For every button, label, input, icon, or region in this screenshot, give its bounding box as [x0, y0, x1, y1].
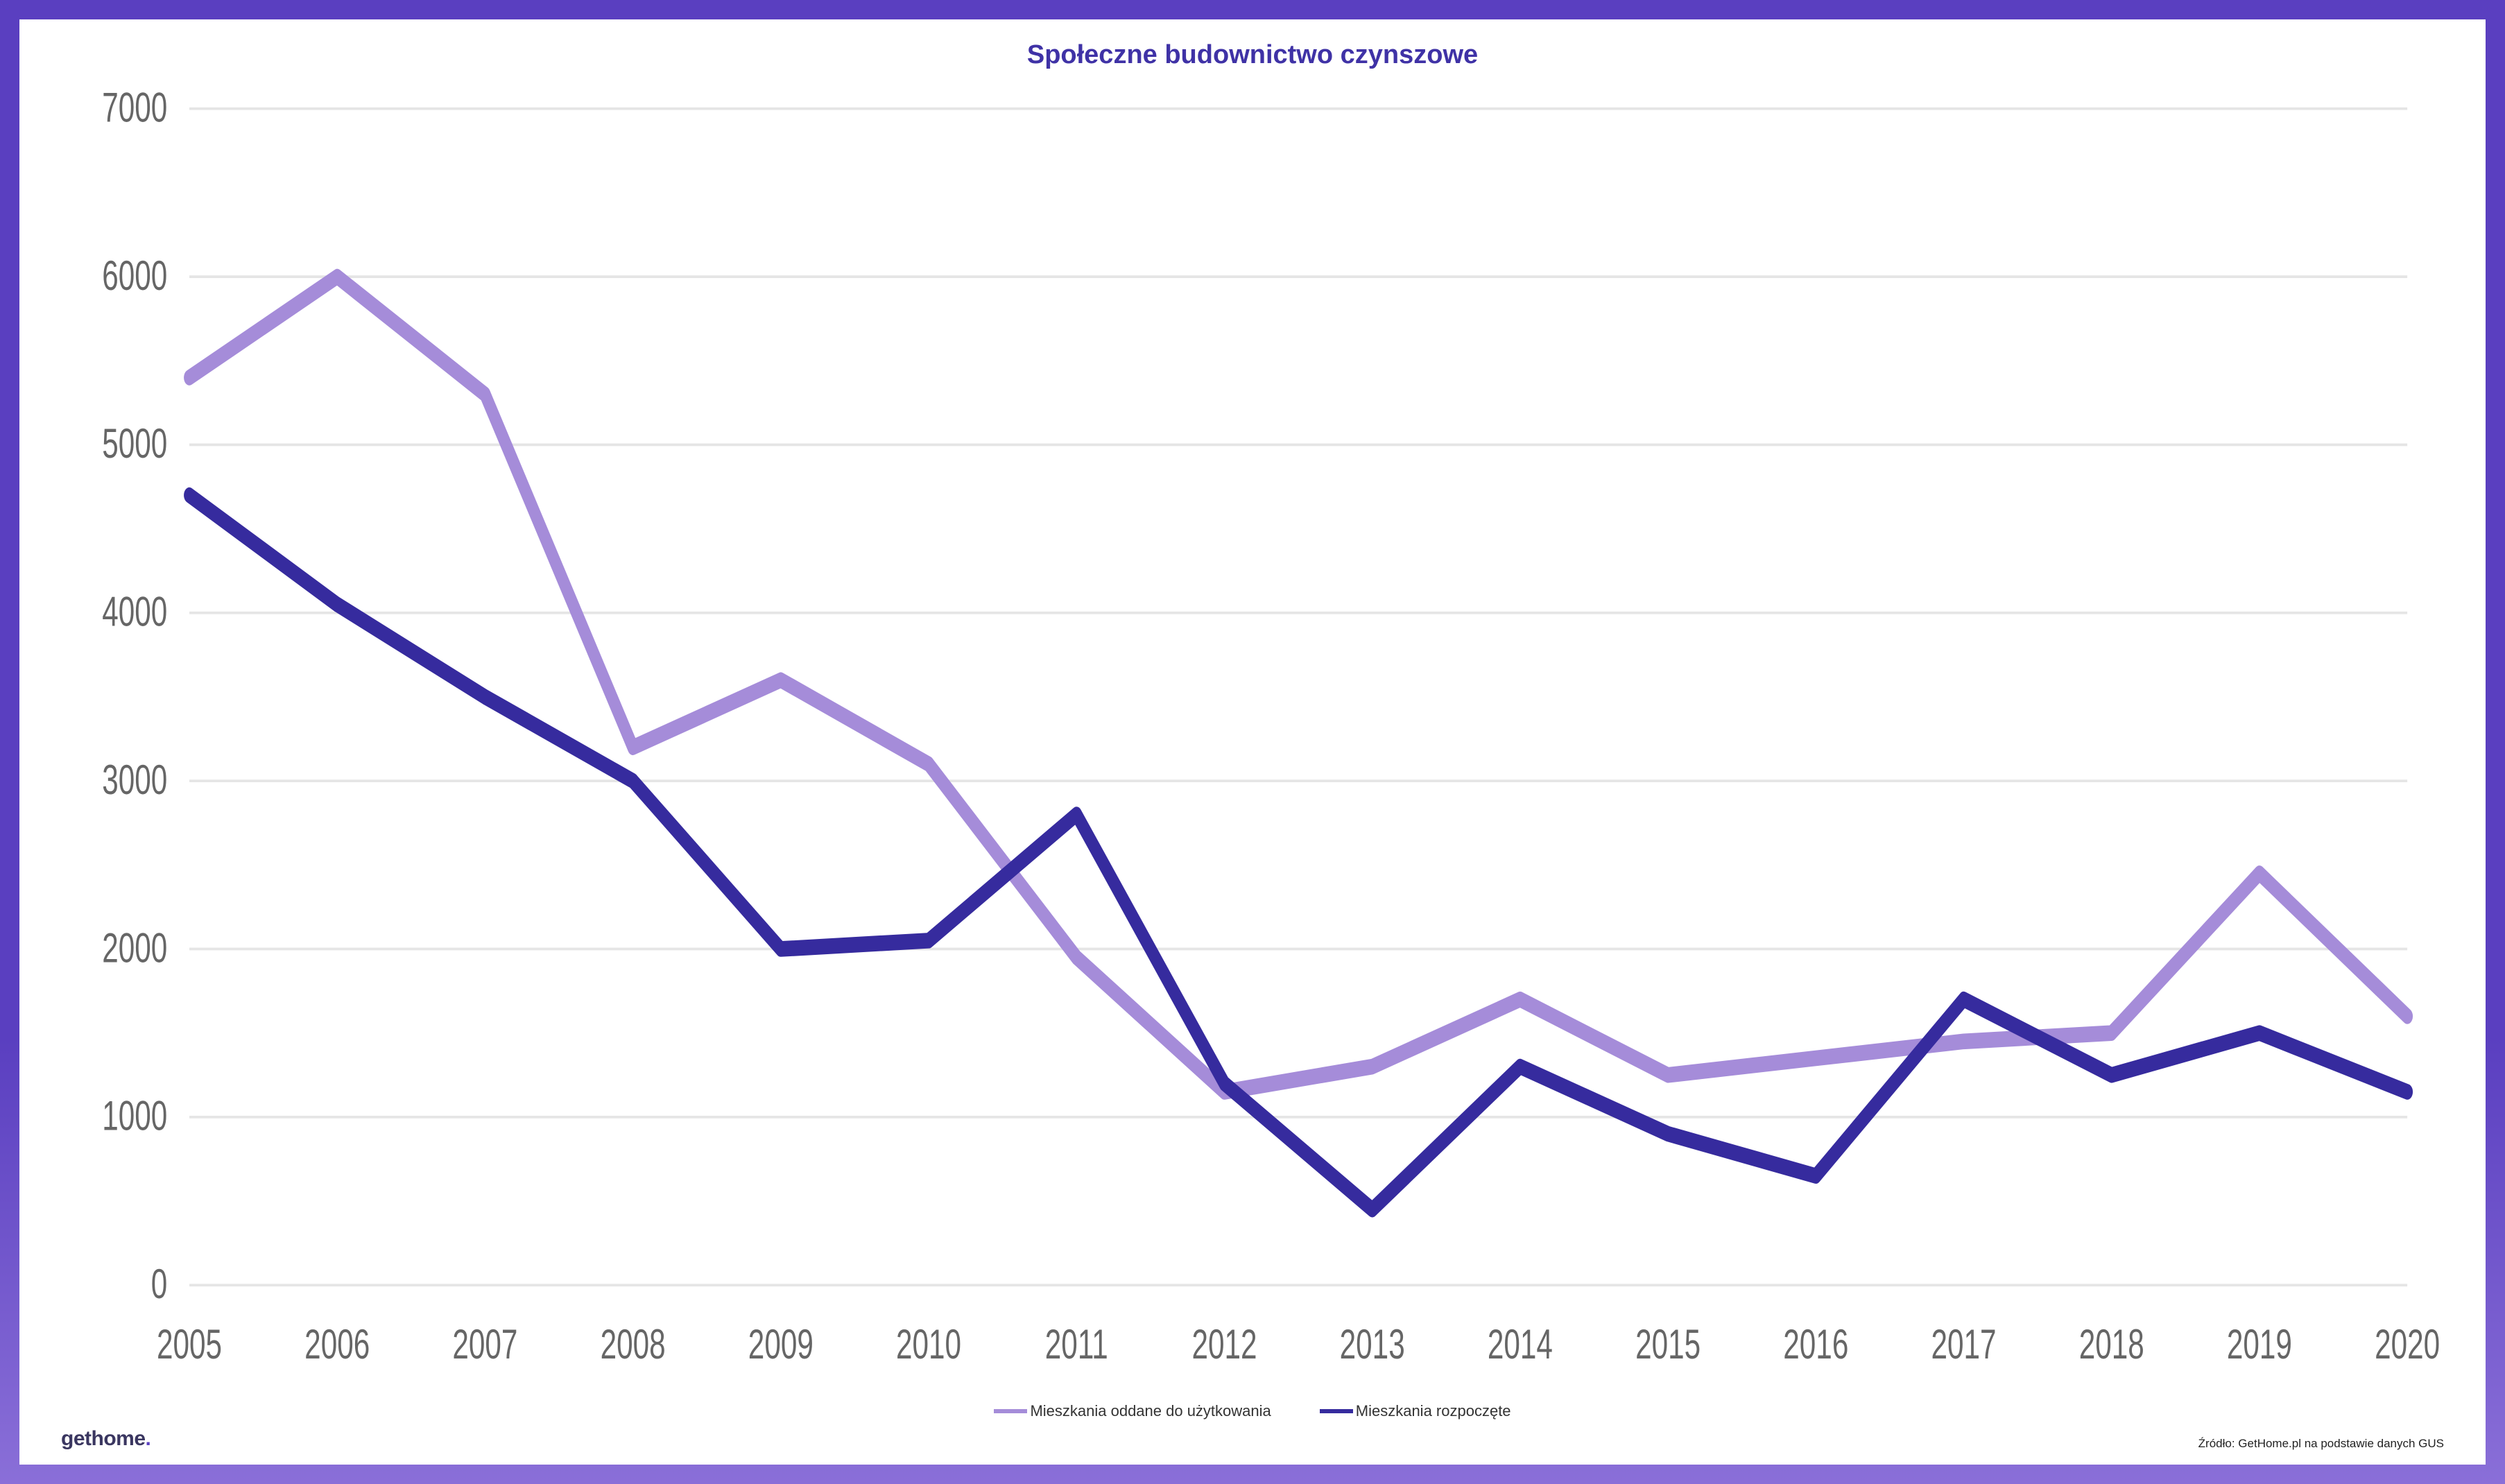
y-tick-label: 4000 [102, 589, 167, 635]
legend-label: Mieszkania oddane do użytkowania [1030, 1402, 1271, 1420]
line-chart-svg: 0 1000 2000 3000 4000 5000 6000 7000 2005 2006 20… [61, 83, 2444, 1390]
x-tick-label: 2005 [157, 1321, 222, 1367]
x-tick-label: 2009 [748, 1321, 814, 1367]
x-tick-label: 2020 [2375, 1321, 2440, 1367]
source-attribution: Źródło: GetHome.pl na podstawie danych G… [2198, 1437, 2444, 1451]
series-line-rozpoczete [189, 495, 2407, 1209]
legend-item-oddane: Mieszkania oddane do użytkowania [994, 1402, 1271, 1420]
chart-plot-area: 0 1000 2000 3000 4000 5000 6000 7000 2005 2006 20… [61, 83, 2444, 1390]
x-tick-label: 2006 [304, 1321, 370, 1367]
x-tick-label: 2015 [1635, 1321, 1701, 1367]
brand-logo-dot: . [146, 1427, 151, 1450]
x-tick-label: 2014 [1488, 1321, 1553, 1367]
brand-logo: gethome. [61, 1427, 150, 1451]
y-tick-label: 6000 [102, 253, 167, 300]
x-tick-label: 2007 [452, 1321, 517, 1367]
x-tick-label: 2012 [1191, 1321, 1257, 1367]
chart-legend: Mieszkania oddane do użytkowania Mieszkan… [61, 1402, 2444, 1420]
y-tick-label: 7000 [102, 85, 167, 131]
legend-item-rozpoczete: Mieszkania rozpoczęte [1320, 1402, 1511, 1420]
y-tick-label: 2000 [102, 925, 167, 972]
x-tick-label: 2017 [1931, 1321, 1996, 1367]
y-tick-label: 0 [151, 1261, 168, 1308]
legend-swatch [1320, 1409, 1353, 1413]
chart-title: Społeczne budownictwo czynszowe [61, 40, 2444, 70]
x-tick-label: 2013 [1340, 1321, 1405, 1367]
legend-swatch [994, 1409, 1027, 1413]
legend-label: Mieszkania rozpoczęte [1356, 1402, 1511, 1420]
x-tick-label: 2016 [1783, 1321, 1848, 1367]
x-tick-label: 2008 [601, 1321, 666, 1367]
y-tick-label: 1000 [102, 1093, 167, 1139]
chart-footer: gethome. Źródło: GetHome.pl na podstawie… [61, 1427, 2444, 1451]
x-tick-label: 2019 [2227, 1321, 2292, 1367]
series-line-oddane [189, 277, 2407, 1092]
x-tick-label: 2011 [1045, 1321, 1108, 1367]
brand-logo-text: gethome [61, 1427, 146, 1450]
x-tick-label: 2018 [2079, 1321, 2144, 1367]
y-tick-label: 3000 [102, 757, 167, 804]
x-tick-label: 2010 [896, 1321, 961, 1367]
chart-card: Społeczne budownictwo czynszowe 0 1000 200… [19, 19, 2486, 1465]
y-tick-label: 5000 [102, 421, 167, 467]
